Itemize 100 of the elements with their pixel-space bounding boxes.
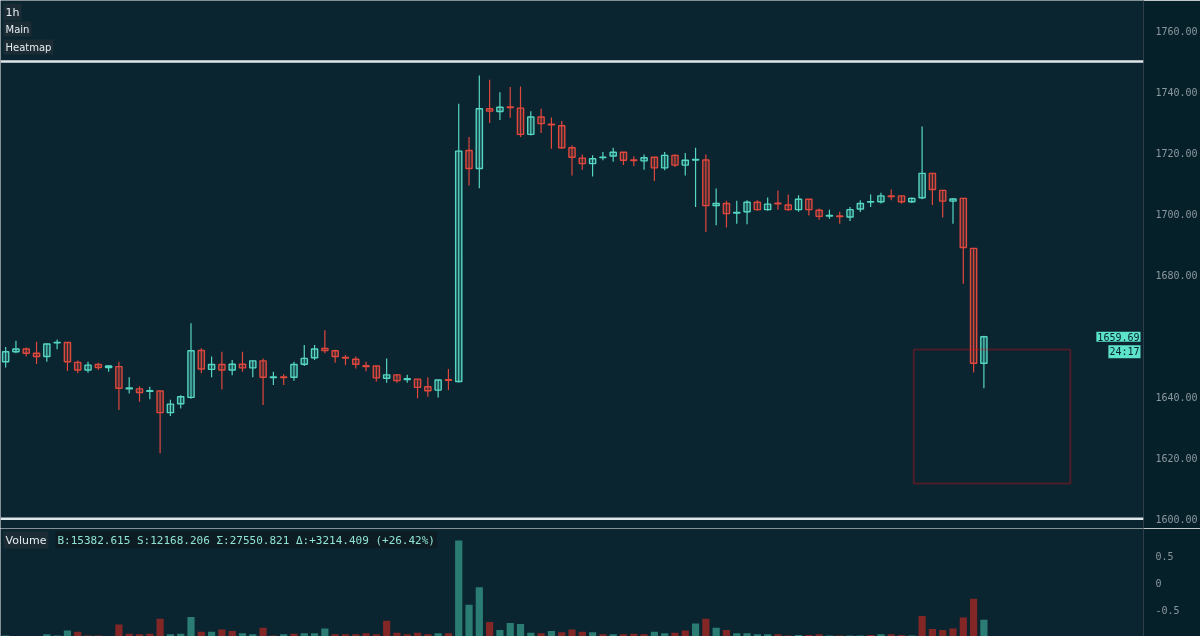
- bar: [969, 598, 978, 636]
- bar: [578, 631, 586, 636]
- candlestick: [465, 136, 473, 187]
- bar: [465, 604, 473, 636]
- candlestick: [259, 357, 267, 406]
- bar: [218, 629, 226, 636]
- candlestick: [362, 361, 370, 372]
- candlestick: [1, 346, 10, 369]
- chart-subtitle: B:15382.615 S:12168.206 Σ:27550.821 Δ:+3214.409 (+26.42%): [57, 533, 435, 547]
- bar: [537, 633, 545, 636]
- bar: [455, 540, 463, 636]
- bar: [290, 633, 298, 636]
- candlestick: [22, 346, 31, 358]
- bar: [321, 628, 329, 636]
- bar: [691, 623, 700, 636]
- bar: [383, 620, 391, 636]
- candlestick: [156, 390, 164, 454]
- candlestick: [732, 200, 741, 225]
- candlestick: [207, 355, 216, 378]
- candlestick: [722, 200, 731, 229]
- bar: [558, 632, 566, 636]
- candlestick: [290, 361, 298, 382]
- bar: [63, 630, 72, 636]
- y-tick-label: 1640.00: [1155, 391, 1198, 403]
- bar: [681, 630, 689, 636]
- candlestick: [547, 116, 556, 150]
- candlestick: [53, 338, 61, 350]
- bar: [980, 619, 988, 636]
- bar: [197, 631, 205, 636]
- candlestick: [918, 125, 926, 200]
- bar: [588, 632, 597, 636]
- candlestick: [588, 154, 597, 177]
- bar: [712, 627, 720, 636]
- y-tick-label: 1680.00: [1155, 269, 1198, 281]
- y-tick-label: 1600.00: [1155, 513, 1198, 525]
- candlestick: [84, 361, 92, 374]
- candlestick: [218, 351, 226, 391]
- bar: [733, 633, 741, 636]
- y-tick-label: 1620.00: [1155, 452, 1198, 464]
- candlestick: [650, 156, 659, 182]
- bar: [115, 624, 123, 636]
- candlestick: [197, 347, 206, 374]
- candlestick: [424, 376, 432, 398]
- candlestick: [537, 108, 545, 134]
- bar: [702, 618, 710, 636]
- bar: [516, 624, 525, 636]
- candlestick: [115, 361, 123, 411]
- bar: [187, 617, 195, 636]
- y-tick-label: 1760.00: [1155, 25, 1198, 37]
- y-tick-label: 1700.00: [1155, 208, 1198, 220]
- annotation: Main: [5, 23, 30, 35]
- candlestick: [187, 322, 195, 400]
- candlestick: [743, 199, 751, 225]
- y-tick-label: 1720.00: [1155, 147, 1198, 159]
- candlestick: [321, 329, 329, 354]
- candlestick: [640, 153, 648, 171]
- candlestick: [959, 197, 968, 285]
- candlestick: [496, 91, 504, 121]
- candlestick: [485, 79, 494, 124]
- candlestick: [475, 74, 484, 189]
- bar: [238, 633, 247, 636]
- bar: [310, 633, 319, 636]
- bar: [671, 632, 679, 636]
- bar: [207, 631, 216, 636]
- candlestick: [928, 172, 937, 206]
- candlestick: [63, 341, 72, 372]
- bar: [434, 633, 442, 636]
- bar: [928, 628, 937, 636]
- candlestick: [516, 85, 525, 138]
- bar: [743, 633, 751, 636]
- candlestick: [599, 151, 607, 161]
- bar: [959, 617, 967, 636]
- candlestick: [938, 189, 947, 219]
- bar: [156, 618, 164, 636]
- bar: [228, 631, 236, 636]
- candlestick: [702, 153, 710, 233]
- candlestick: [506, 86, 515, 119]
- y-tick-label: -0.5: [1155, 604, 1180, 616]
- candlestick: [671, 153, 679, 168]
- candlestick: [568, 144, 576, 177]
- y-tick-label: 1740.00: [1155, 86, 1198, 98]
- candlestick: [681, 152, 690, 177]
- candlestick: [691, 147, 700, 208]
- bar: [496, 630, 504, 636]
- candlestick: [846, 206, 854, 222]
- candlestick: [877, 192, 885, 205]
- candlestick: [660, 151, 669, 171]
- candlestick: [43, 342, 51, 363]
- bar: [661, 633, 669, 636]
- bar: [939, 630, 947, 636]
- candlestick: [413, 378, 422, 399]
- bar: [362, 633, 370, 636]
- bar: [722, 630, 731, 636]
- bar: [918, 615, 926, 636]
- candlestick: [382, 357, 391, 384]
- bar: [74, 631, 82, 636]
- candlestick: [12, 340, 20, 354]
- candlestick: [949, 197, 957, 225]
- bar: [444, 633, 453, 636]
- bar: [393, 632, 401, 636]
